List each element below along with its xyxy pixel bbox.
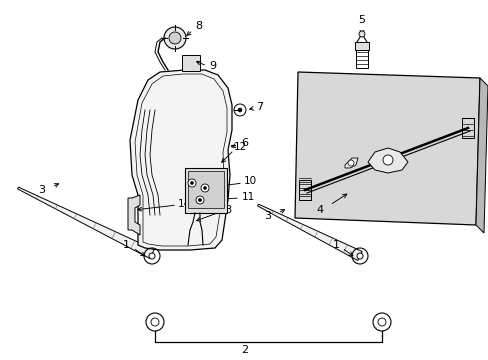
Circle shape [382,155,392,165]
Text: 5: 5 [358,15,365,25]
Circle shape [234,104,245,116]
Circle shape [187,179,196,187]
Bar [461,118,473,138]
Circle shape [190,181,193,184]
Polygon shape [367,148,407,173]
Circle shape [201,184,208,192]
Text: 3: 3 [264,211,271,221]
Text: 8: 8 [195,21,202,31]
Text: 10: 10 [243,176,256,186]
Text: 4: 4 [316,205,323,215]
Polygon shape [18,187,154,258]
Circle shape [169,32,181,44]
Text: 11: 11 [241,192,254,202]
Text: 1: 1 [332,240,339,250]
Polygon shape [294,72,479,225]
Polygon shape [257,204,362,261]
Circle shape [196,196,203,204]
Bar [354,42,368,50]
Circle shape [358,31,364,37]
Bar [298,180,310,200]
Text: 3: 3 [39,185,45,195]
Polygon shape [128,195,140,235]
Circle shape [238,108,242,112]
Bar [187,171,224,208]
Text: 12: 12 [233,142,246,152]
Text: 2: 2 [241,345,248,355]
Bar [184,168,226,213]
Polygon shape [130,70,231,250]
Circle shape [347,160,353,166]
Circle shape [149,253,155,259]
Circle shape [356,253,362,259]
Text: 7: 7 [256,102,263,112]
Text: 1: 1 [122,240,129,250]
Circle shape [198,198,201,202]
Text: 14: 14 [177,199,190,209]
Polygon shape [345,158,357,168]
Bar [355,50,367,68]
Text: 13: 13 [219,205,232,215]
Polygon shape [475,78,487,233]
Text: 6: 6 [241,138,248,148]
Circle shape [203,186,206,189]
Bar [182,55,200,71]
Text: 9: 9 [209,61,216,71]
Circle shape [163,27,185,49]
